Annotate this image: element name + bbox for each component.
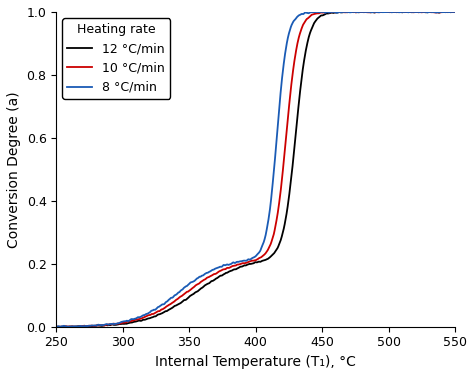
X-axis label: Internal Temperature (T₁), °C: Internal Temperature (T₁), °C [155, 355, 356, 369]
12 °C/min [55, 324, 60, 329]
12 °C/min [99, 324, 105, 328]
8 °C/min [54, 324, 59, 329]
10 °C/min [445, 10, 450, 14]
12 °C/min [357, 10, 363, 14]
10 °C/min [54, 324, 59, 329]
10 °C/min [224, 266, 229, 271]
8 °C/min [206, 270, 212, 274]
10 °C/min [401, 10, 407, 14]
Y-axis label: Conversion Degree (a): Conversion Degree (a) [7, 91, 21, 248]
12 °C/min [445, 10, 450, 14]
Legend: 12 °C/min, 10 °C/min, 8 °C/min: 12 °C/min, 10 °C/min, 8 °C/min [63, 18, 170, 99]
8 °C/min [123, 319, 128, 324]
10 °C/min [206, 274, 212, 279]
12 °C/min [207, 281, 212, 285]
12 °C/min [123, 321, 128, 326]
12 °C/min [401, 10, 407, 14]
8 °C/min [313, 10, 319, 14]
Line: 12 °C/min: 12 °C/min [56, 12, 455, 327]
8 °C/min [401, 10, 407, 14]
10 °C/min [99, 323, 105, 327]
10 °C/min [324, 10, 329, 14]
8 °C/min [99, 323, 105, 327]
12 °C/min [224, 271, 229, 275]
12 °C/min [452, 10, 458, 14]
8 °C/min [224, 262, 229, 267]
Line: 10 °C/min: 10 °C/min [56, 12, 455, 327]
12 °C/min [54, 324, 59, 329]
10 °C/min [123, 320, 128, 325]
Line: 8 °C/min: 8 °C/min [56, 12, 455, 327]
10 °C/min [452, 10, 458, 14]
8 °C/min [452, 10, 458, 14]
8 °C/min [445, 10, 450, 14]
